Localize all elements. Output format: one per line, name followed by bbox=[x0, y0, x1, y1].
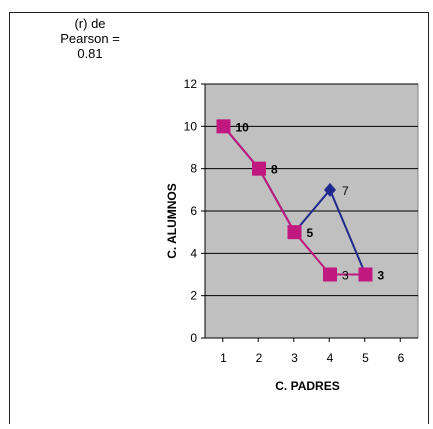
x-tick-label: 5 bbox=[362, 351, 369, 365]
series-1-data-label: 7 bbox=[342, 184, 349, 198]
series-1-marker bbox=[324, 182, 336, 197]
series-2-marker bbox=[358, 267, 373, 282]
series-2-data-label: 3 bbox=[342, 269, 349, 283]
x-axis-label: C. PADRES bbox=[275, 379, 339, 393]
x-tick-label: 4 bbox=[327, 351, 334, 365]
pearson-annotation: (r) de Pearson = 0.81 bbox=[60, 16, 120, 61]
series-2-marker bbox=[216, 119, 231, 134]
y-tick-label: 8 bbox=[190, 162, 197, 176]
y-tick-label: 2 bbox=[190, 289, 197, 303]
y-tick-label: 4 bbox=[190, 246, 197, 260]
series-2-data-label: 5 bbox=[307, 226, 314, 240]
x-tick-label: 1 bbox=[220, 351, 227, 365]
series-2-data-label: 10 bbox=[236, 120, 250, 134]
series-2-data-label: 3 bbox=[378, 269, 385, 283]
y-tick-label: 10 bbox=[184, 119, 198, 133]
x-tick-label: 3 bbox=[291, 351, 298, 365]
series-2-marker bbox=[323, 267, 337, 282]
series-2-marker bbox=[287, 225, 302, 240]
y-tick-label: 12 bbox=[184, 77, 198, 91]
y-tick-label: 6 bbox=[190, 204, 197, 218]
series-2-marker bbox=[252, 161, 266, 176]
y-tick-label: 0 bbox=[190, 331, 197, 345]
y-axis-label: C. ALUMNOS bbox=[165, 183, 179, 259]
series-2-data-label: 8 bbox=[271, 163, 278, 177]
x-tick-label: 2 bbox=[256, 351, 263, 365]
x-tick-label: 6 bbox=[398, 351, 405, 365]
